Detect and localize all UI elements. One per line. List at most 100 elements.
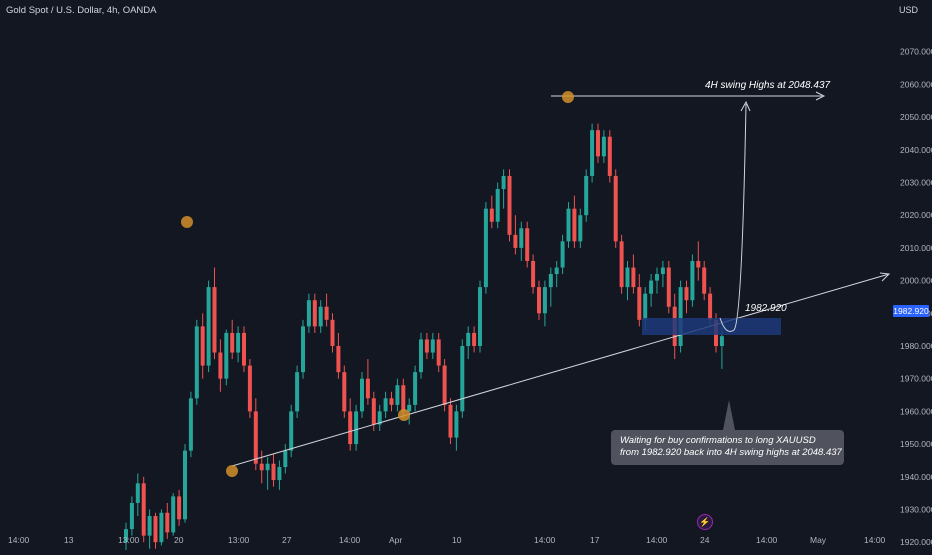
chart-title: Gold Spot / U.S. Dollar, 4h, OANDA [6,5,157,16]
y-tick-label: 1970.000 [900,374,932,384]
candle-body [537,287,541,314]
candle-body [194,326,199,399]
candle-body [460,345,465,412]
candle-body [348,411,353,445]
x-tick-label: 24 [700,535,710,545]
demand-zone [642,318,781,335]
candle-body [141,483,146,536]
candle-body [436,339,441,366]
y-tick-label: 2020.000 [900,210,932,220]
swing-high-arrowhead [815,91,826,101]
candle-body [236,332,241,353]
swing-marker [398,409,410,421]
candle-body [684,287,689,301]
candle-body [519,228,524,248]
x-tick-label: 14:00 [756,535,778,545]
candle-body [483,208,488,288]
candle-body [466,332,471,346]
x-tick-label: 14:00 [339,535,361,545]
candle-body [719,336,724,346]
candle-body [383,398,388,412]
candle-body [696,260,701,268]
y-tick-label: 2010.000 [900,243,932,253]
candle-body [153,516,158,543]
candle-body [631,267,636,288]
candle-body [613,175,618,242]
candle-body [218,352,223,379]
candle-body [660,267,665,275]
candle-body [129,502,134,530]
candle-body [224,332,229,379]
candle-body [247,365,252,412]
candle-body [513,234,518,248]
trendline [231,273,890,467]
candle-body [424,339,429,353]
candle-body [478,287,482,346]
x-tick-label: Apr [389,535,402,545]
x-tick-label: 14:00 [864,535,886,545]
y-tick-label: 2040.000 [900,145,932,155]
candle-body [560,241,565,268]
candle-body [637,287,642,320]
candle-body [336,345,341,373]
candle-body [702,267,707,294]
candle-body [188,398,193,451]
note-line-1: Waiting for buy confirmations to long XA… [620,435,816,446]
candle-body [548,274,553,288]
candle-body [342,372,347,412]
level-label: 1982.920 [745,303,787,314]
candle-body [259,463,264,471]
candle-body [324,306,329,320]
candle-body [289,411,294,451]
projection-curve [719,103,747,332]
y-tick-label: 1940.000 [900,472,932,482]
y-tick-label: 2050.000 [900,112,932,122]
candle-body [171,496,176,533]
candle-body [377,411,382,425]
note-line-2: from 1982.920 back into 4H swing highs a… [620,447,842,458]
x-tick-label: 14:00 [646,535,668,545]
candle-body [401,385,406,412]
candle-body [678,287,683,346]
candle-body [708,293,713,320]
candle-body [542,287,547,314]
trendline-arrowhead [879,272,891,282]
candle-body [442,365,447,405]
y-tick-label: 1920.000 [900,537,932,547]
currency-label: USD [899,5,919,15]
candle-body [625,267,630,288]
swing-high-label: 4H swing Highs at 2048.437 [705,80,831,91]
candle-body [566,208,571,242]
y-tick-label: 1950.000 [900,439,932,449]
x-tick-label: 14:00 [8,535,30,545]
candle-body [318,306,323,327]
candle-body [283,450,288,467]
candle-body [454,411,459,438]
candle-body [619,241,624,288]
candle-body [501,175,506,190]
candle-body [265,463,270,471]
candle-body [389,398,394,405]
candle-body [212,287,217,353]
candle-body [206,287,211,366]
candle-body [306,300,311,327]
candle-body [301,326,305,373]
x-tick-label: May [810,535,827,545]
candle-body [601,136,606,157]
x-tick-label: 27 [282,535,292,545]
x-tick-label: 14:00 [534,535,556,545]
y-tick-label: 1930.000 [900,504,932,514]
note-callout[interactable]: Waiting for buy confirmations to long XA… [611,430,844,465]
candle-body [277,466,282,481]
lightning-icon[interactable]: ⚡ [697,514,713,530]
candle-body [124,529,128,543]
swing-marker [181,216,193,228]
x-tick-label: 13 [64,535,74,545]
candle-body [596,130,600,157]
candle-body [147,516,152,536]
y-tick-label: 2030.000 [900,177,932,187]
projection-arrowhead [740,100,751,112]
candle-body [407,404,412,412]
